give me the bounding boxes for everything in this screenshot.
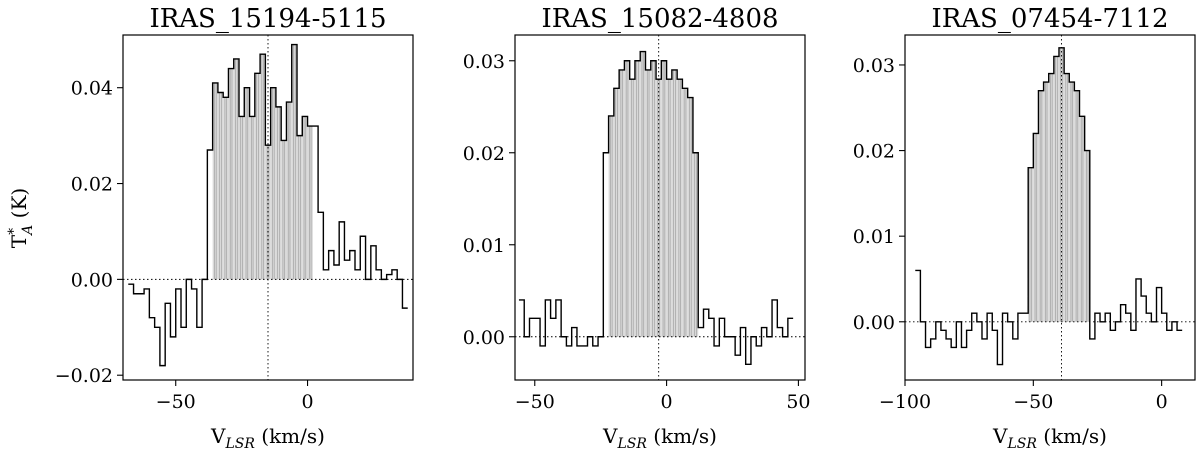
y-tick-label: 0.00: [463, 327, 505, 349]
y-tick-label: 0.02: [463, 143, 505, 165]
x-tick-label: −50: [156, 391, 196, 413]
fill-channel: [223, 97, 229, 280]
x-tick-label: −50: [1013, 391, 1053, 413]
fill-channel: [297, 135, 303, 280]
fill-channel: [275, 106, 282, 280]
fill-channel: [239, 116, 245, 280]
fill-channel: [671, 69, 678, 337]
y-tick-label: 0.03: [853, 55, 895, 77]
fill-channel: [1053, 56, 1059, 322]
fill-channel: [634, 60, 641, 337]
plot-frame: [514, 34, 806, 381]
fill-channel: [1058, 47, 1065, 322]
fill-channel: [640, 51, 646, 337]
panel-iras-07454-7112: −100 −50 0 0.00 0.01 0.02 0.03 IRAS_07454-7112 V…: [853, 4, 1196, 449]
fill-channel: [692, 152, 699, 337]
fill-channel: [1074, 90, 1080, 322]
y-tick-label: 0.00: [853, 312, 895, 334]
y-tick-label: 0.02: [71, 174, 113, 196]
fill-channel: [608, 115, 614, 337]
fill-channel: [1038, 90, 1044, 322]
fill-channel: [1069, 82, 1075, 322]
x-tick-label: −50: [515, 391, 555, 413]
fill-channel: [307, 126, 313, 280]
fill-channel: [1079, 116, 1085, 322]
fill-channel: [1033, 133, 1039, 322]
x-tick-label: 0: [301, 391, 313, 413]
plot-frame: [904, 34, 1196, 381]
x-tick-label: 0: [661, 391, 673, 413]
fill-channel: [270, 87, 276, 280]
y-tick-label: 0.03: [463, 51, 505, 73]
x-tick-label: 50: [786, 391, 810, 413]
fill-channel: [682, 88, 688, 337]
fill-channel: [624, 60, 630, 337]
fill-channel: [666, 79, 672, 337]
y-tick-label: 0.04: [71, 78, 113, 100]
fill-channel: [613, 88, 620, 337]
panel-title: IRAS_15194-5115: [149, 4, 386, 34]
fill-channel: [1084, 150, 1090, 322]
fill-channel: [1048, 73, 1054, 322]
fill-channel: [228, 68, 234, 280]
fill-channel: [619, 69, 625, 337]
x-tick-label: 0: [1156, 391, 1168, 413]
y-tick-label: 0.01: [853, 226, 895, 248]
y-axis-label: T*A (K): [6, 188, 36, 248]
fill-channel: [677, 79, 683, 337]
fill-channel: [650, 60, 657, 337]
fill-channel: [260, 54, 266, 280]
x-axis-label: VLSR (km/s): [602, 424, 717, 449]
fill-channel: [291, 44, 297, 280]
fill-channel: [1028, 167, 1034, 322]
panel-iras-15194-5115: −50 0 −0.02 0.00 0.02 0.04 IRAS_15194-5115 VLSR…: [55, 4, 414, 449]
y-tick-label: −0.02: [55, 365, 113, 387]
fill-channel: [286, 102, 292, 280]
panel-iras-15082-4808: −50 0 50 0.00 0.01 0.02 0.03 IRAS_15082-4808 VLS…: [463, 4, 811, 449]
spectrum-line: [518, 50, 794, 366]
fill-channel: [661, 60, 667, 337]
fill-channel: [1043, 82, 1049, 322]
plot-frame: [122, 34, 414, 381]
panel-title: IRAS_15082-4808: [541, 4, 778, 34]
x-axis-label: VLSR (km/s): [210, 424, 325, 449]
fill-channel: [1064, 73, 1070, 322]
x-tick-label: −100: [879, 391, 931, 413]
fill-channel: [629, 79, 635, 337]
fill-channel: [281, 140, 287, 280]
fill-channel: [217, 92, 224, 280]
x-axis-label: VLSR (km/s): [992, 424, 1107, 449]
panel-title: IRAS_07454-7112: [931, 4, 1168, 34]
spectrum-line: [915, 47, 1183, 366]
y-tick-label: 0.00: [71, 269, 113, 291]
fill-channel: [233, 58, 239, 280]
y-tick-label: 0.02: [853, 141, 895, 163]
fill-channel: [302, 116, 308, 280]
fill-channel: [645, 69, 651, 337]
fill-channel: [212, 82, 218, 280]
fill-channel: [249, 116, 255, 280]
fill-channel: [687, 97, 693, 337]
spectrum-line: [128, 43, 408, 367]
y-tick-label: 0.01: [463, 235, 505, 257]
fill-channel: [244, 87, 250, 280]
fill-channel: [254, 73, 261, 280]
